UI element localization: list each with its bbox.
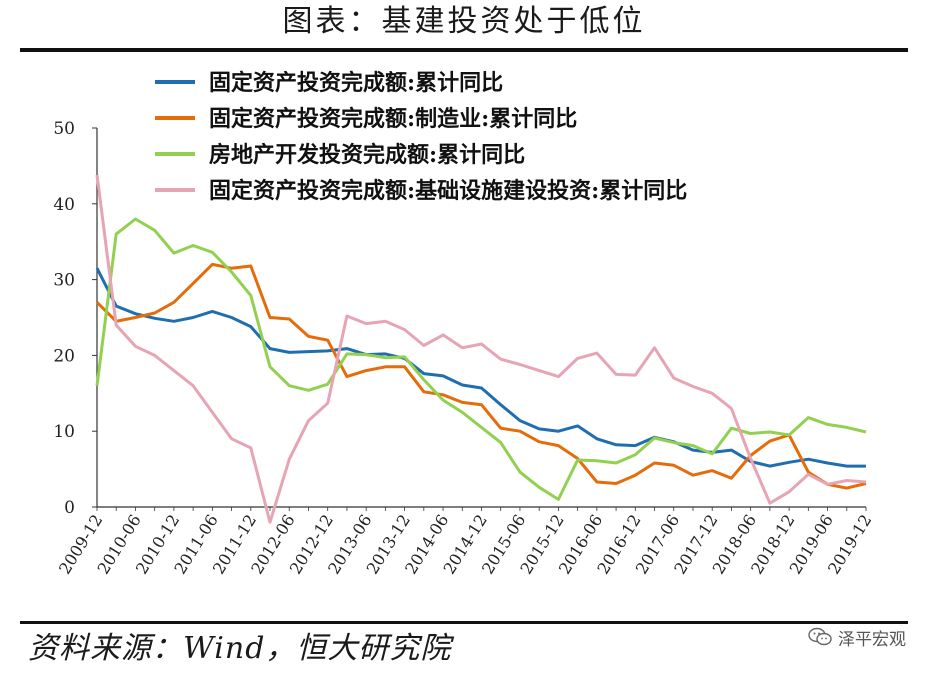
y-tick-label: 30 — [53, 271, 75, 291]
y-tick-label: 0 — [64, 498, 75, 518]
source-note: 资料来源：Wind，恒大研究院 — [28, 631, 452, 666]
footer-rule — [20, 621, 908, 624]
plot-area — [95, 174, 867, 524]
legend-label-2: 固定资产投资完成额:制造业:累计同比 — [209, 106, 577, 132]
watermark: 泽平宏观 — [808, 622, 906, 652]
line-chart: 0 10 20 30 40 50 2009-122010-062010-122011-06… — [53, 70, 875, 578]
series-line-3 — [95, 217, 867, 501]
y-tick-label: 10 — [53, 422, 75, 442]
legend-label-4: 固定资产投资完成额:基础设施建设投资:累计同比 — [209, 178, 687, 204]
y-tick-label: 20 — [53, 346, 75, 366]
chat-bubble-icon — [808, 627, 832, 646]
legend-label-3: 房地产开发投资完成额:累计同比 — [209, 142, 525, 168]
series-line-4 — [95, 174, 867, 524]
watermark-text: 泽平宏观 — [838, 629, 906, 650]
x-axis-ticks: 2009-122010-062010-122011-062011-122012-… — [55, 507, 875, 578]
legend-label-1: 固定资产投资完成额:累计同比 — [209, 70, 503, 96]
figure-title: 图表：基建投资处于低位 — [282, 4, 646, 39]
series-line-1 — [95, 267, 866, 468]
legend: 固定资产投资完成额:累计同比固定资产投资完成额:制造业:累计同比房地产开发投资完… — [155, 70, 687, 204]
y-tick-label: 50 — [53, 119, 75, 139]
y-tick-label: 40 — [53, 195, 75, 215]
title-rule — [20, 48, 908, 52]
y-axis-ticks: 0 10 20 30 40 50 — [53, 119, 97, 518]
